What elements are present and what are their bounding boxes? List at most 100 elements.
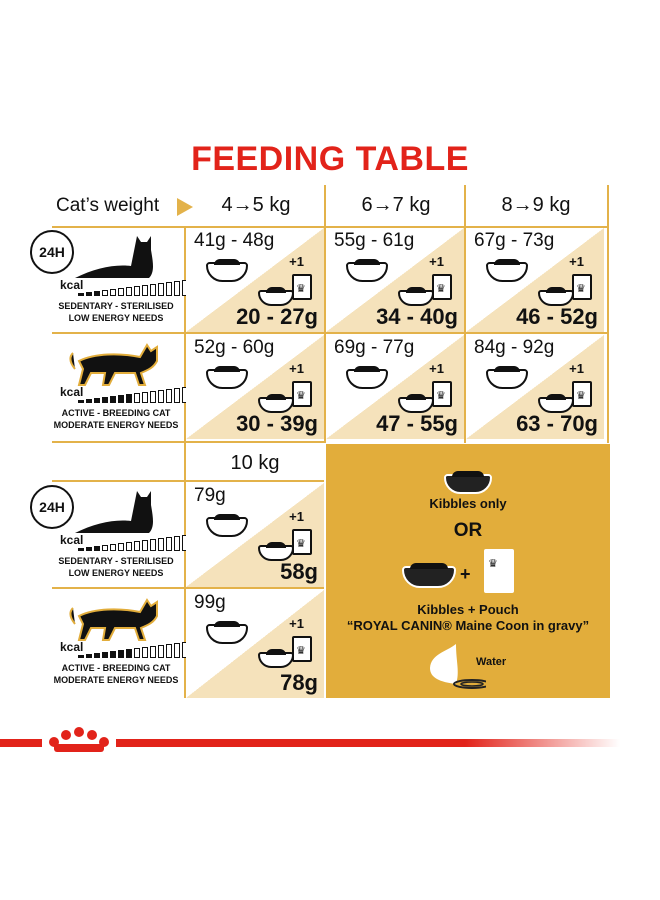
profile-line2: MODERATE ENERGY NEEDS [53, 420, 179, 430]
divider [52, 587, 324, 589]
profile-line2: LOW ENERGY NEEDS [68, 313, 164, 323]
energy-bar [118, 395, 124, 403]
feeding-cell: 69g - 77g +1 47 - 55g [326, 335, 464, 439]
energy-bar [110, 544, 116, 551]
mixed-amount: 58g [280, 559, 318, 584]
energy-bar [166, 644, 172, 658]
energy-bar [126, 287, 132, 296]
energy-bar [150, 539, 156, 551]
kibbles-only-amount: 55g - 61g [334, 230, 415, 251]
energy-bar [86, 547, 92, 551]
energy-bar [94, 653, 100, 658]
profile-line2: LOW ENERGY NEEDS [68, 568, 164, 578]
bowl-icon [538, 394, 574, 413]
walking-cat-icon [69, 343, 158, 386]
divider [324, 185, 326, 443]
kcal-label: kcal [60, 533, 84, 547]
energy-bar [126, 542, 132, 551]
mixed-amount: 63 - 70g [516, 411, 598, 436]
energy-bar [134, 648, 140, 658]
kibbles-only-amount: 41g - 48g [194, 230, 275, 251]
energy-bar [86, 292, 92, 296]
bowl-icon [346, 366, 388, 389]
mixed-amount: 20 - 27g [236, 304, 318, 329]
bowl-icon [486, 259, 528, 282]
water-icon [430, 644, 486, 689]
divider [52, 332, 609, 334]
col-header-6-7: 6→7 kg [361, 194, 431, 216]
col-header-10: 10 kg [230, 452, 280, 474]
plus-one-label: +1 [289, 254, 304, 269]
pouch-icon [572, 381, 592, 407]
energy-bar [134, 393, 140, 403]
energy-bar [102, 545, 108, 551]
energy-bar [166, 537, 172, 551]
kibbles-bowl-icon [402, 563, 456, 588]
energy-bar [158, 283, 164, 296]
energy-bar [174, 281, 180, 296]
pouch-icon [292, 274, 312, 300]
divider [607, 185, 609, 443]
energy-bar [94, 291, 100, 296]
energy-bar [118, 650, 124, 658]
bowl-icon [258, 649, 294, 668]
energy-level-meter [78, 278, 188, 296]
mixed-amount: 47 - 55g [376, 411, 458, 436]
energy-bar [110, 289, 116, 296]
energy-bar [126, 394, 132, 403]
royal-canin-logo [42, 722, 116, 756]
mixed-amount: 34 - 40g [376, 304, 458, 329]
energy-bar [86, 399, 92, 403]
energy-bar [166, 389, 172, 403]
energy-bar [110, 651, 116, 658]
plus-one-label: +1 [289, 616, 304, 631]
energy-bar [102, 652, 108, 658]
energy-bar [110, 396, 116, 403]
pouch-icon [432, 381, 452, 407]
energy-bar [174, 388, 180, 403]
energy-bar [94, 546, 100, 551]
kibbles-only-amount: 52g - 60g [194, 337, 275, 358]
energy-bar [150, 284, 156, 296]
pouch-icon [432, 274, 452, 300]
or-label: OR [453, 520, 483, 541]
energy-level-meter [78, 533, 188, 551]
bowl-icon [206, 259, 248, 282]
legend-panel: Kibbles only OR + Kibbles + Pouch “ROYAL… [326, 444, 610, 698]
col-header-4-5: 4→5 kg [221, 194, 291, 216]
energy-bar [78, 548, 84, 551]
profile-line1: ACTIVE - BREEDING CAT [61, 408, 171, 418]
weight-label: Cat’s weight [56, 195, 160, 216]
divider [52, 480, 324, 482]
energy-bar [94, 398, 100, 403]
col-header-8-9: 8→9 kg [501, 194, 571, 216]
kibbles-only-amount: 84g - 92g [474, 337, 555, 358]
profile-line2: MODERATE ENERGY NEEDS [53, 675, 179, 685]
kibbles-only-label: Kibbles only [429, 496, 507, 511]
profile-line1: SEDENTARY - STERILISED [58, 301, 174, 311]
feeding-cell: 41g - 48g +1 20 - 27g [186, 228, 324, 332]
plus-one-label: +1 [429, 254, 444, 269]
energy-bar [142, 285, 148, 296]
energy-bar [142, 392, 148, 403]
mixed-amount: 46 - 52g [516, 304, 598, 329]
plus-one-label: +1 [289, 509, 304, 524]
energy-bar [142, 647, 148, 658]
divider [184, 228, 186, 698]
walking-cat-icon [69, 598, 158, 641]
brand-stripe [0, 739, 620, 747]
water-label: Water [476, 656, 507, 668]
bowl-icon [346, 259, 388, 282]
pouch-icon [292, 529, 312, 555]
energy-bar [78, 293, 84, 296]
plus-one-label: +1 [569, 254, 584, 269]
mixed-amount: 30 - 39g [236, 411, 318, 436]
kcal-label: kcal [60, 640, 84, 654]
24h-badge-icon: 24H [30, 230, 74, 274]
plus-label: + [460, 564, 471, 584]
pouch-name-label: “ROYAL CANIN® Maine Coon in gravy” [346, 618, 590, 633]
energy-bar [118, 543, 124, 551]
bowl-icon [206, 366, 248, 389]
energy-bar [78, 400, 84, 403]
energy-level-meter [78, 640, 188, 658]
